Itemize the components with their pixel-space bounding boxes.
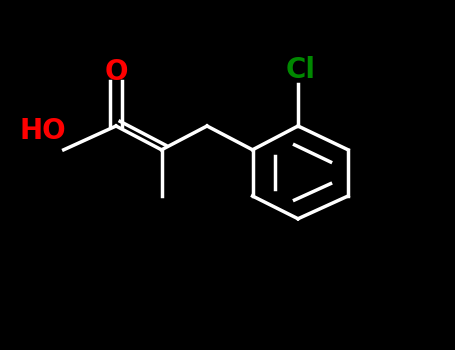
Text: Cl: Cl [285, 56, 315, 84]
Text: HO: HO [20, 117, 66, 145]
Text: O: O [104, 58, 128, 86]
